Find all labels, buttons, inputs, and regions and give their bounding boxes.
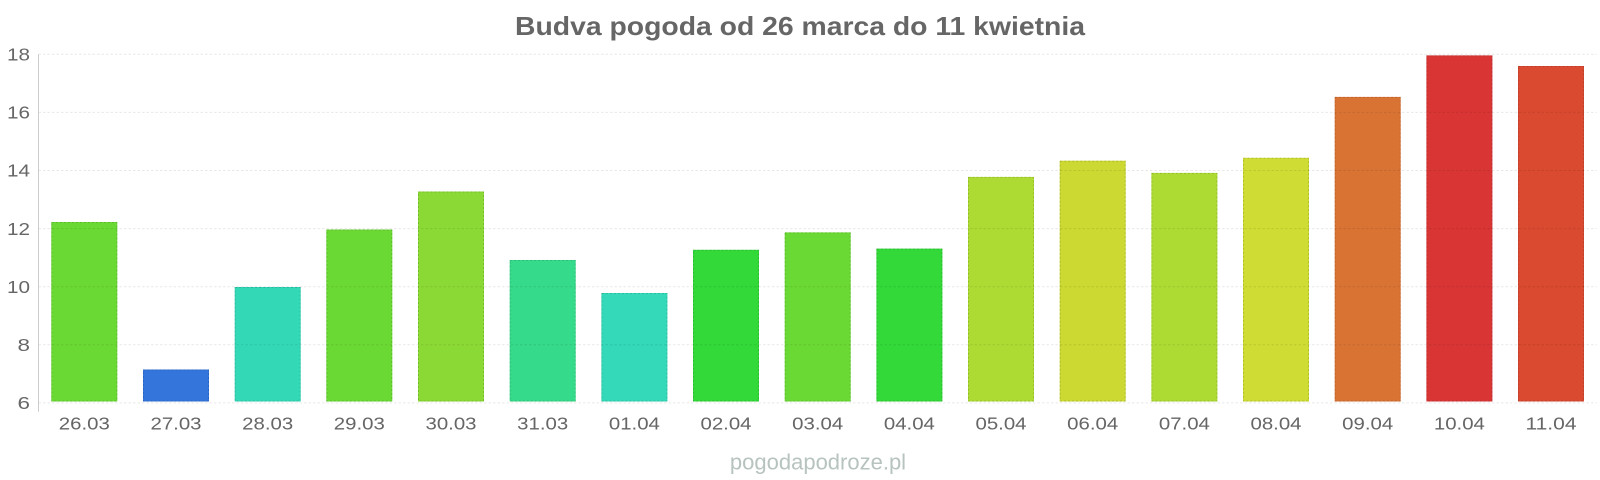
svg-text:02.04: 02.04 <box>701 414 752 434</box>
svg-text:27.03: 27.03 <box>151 414 202 434</box>
svg-text:Budva pogoda od 26 marca do 11: Budva pogoda od 26 marca do 11 kwietnia <box>515 11 1086 41</box>
svg-text:01.04: 01.04 <box>609 414 660 434</box>
svg-text:09.04: 09.04 <box>1342 414 1393 434</box>
svg-text:16: 16 <box>7 103 30 123</box>
svg-text:06.04: 06.04 <box>1067 414 1118 434</box>
svg-text:04.04: 04.04 <box>884 414 935 434</box>
svg-text:18: 18 <box>7 45 30 65</box>
svg-text:28.03: 28.03 <box>242 414 293 434</box>
svg-text:31.03: 31.03 <box>517 414 568 434</box>
svg-text:6: 6 <box>18 393 31 413</box>
svg-text:29.03: 29.03 <box>334 414 385 434</box>
svg-text:10.04: 10.04 <box>1434 414 1485 434</box>
svg-text:07.04: 07.04 <box>1159 414 1210 434</box>
svg-text:10: 10 <box>7 277 30 297</box>
svg-text:30.03: 30.03 <box>426 414 477 434</box>
svg-text:11.04: 11.04 <box>1526 414 1577 434</box>
svg-text:pogodapodroze.pl: pogodapodroze.pl <box>730 450 906 475</box>
svg-text:08.04: 08.04 <box>1251 414 1302 434</box>
svg-text:03.04: 03.04 <box>792 414 843 434</box>
svg-text:12: 12 <box>7 219 30 239</box>
svg-text:26.03: 26.03 <box>59 414 110 434</box>
svg-text:14: 14 <box>7 161 30 181</box>
svg-text:8: 8 <box>18 335 31 355</box>
svg-text:05.04: 05.04 <box>976 414 1027 434</box>
